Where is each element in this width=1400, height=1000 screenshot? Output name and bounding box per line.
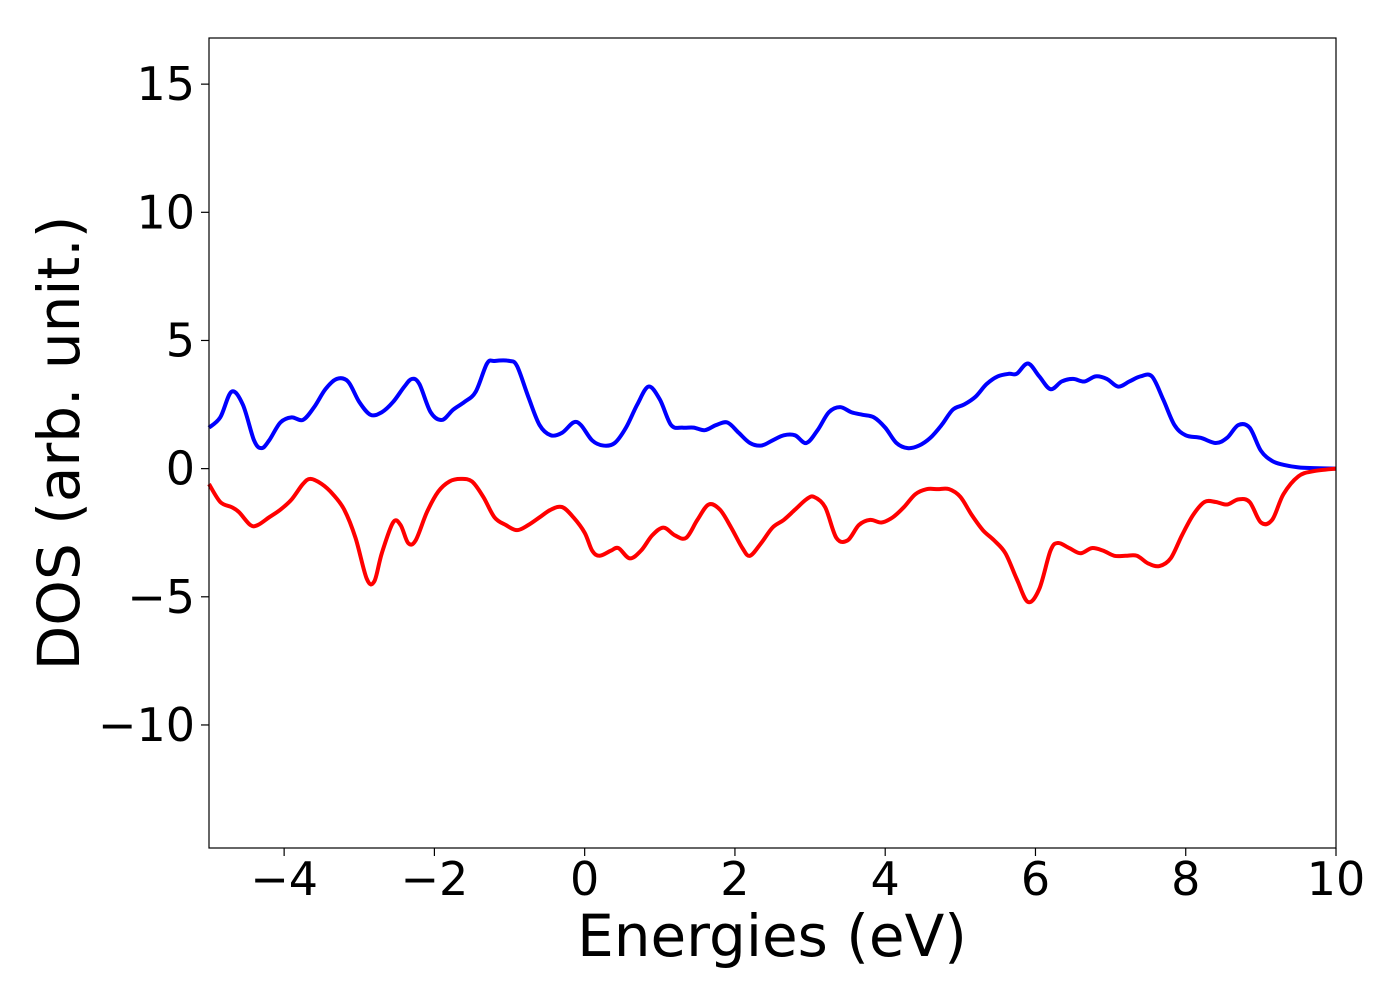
x-tick-label: −2 <box>400 852 468 906</box>
y-tick-label: 5 <box>166 313 195 367</box>
series-layer <box>207 358 1337 605</box>
plot-frame <box>208 37 1337 849</box>
x-tick-label: 4 <box>871 852 900 906</box>
y-tick-label: 10 <box>136 185 195 239</box>
y-tick-label: −5 <box>127 570 195 624</box>
y-axis: −10 −5 0 5 10 15 <box>98 57 209 752</box>
x-tick-label: 8 <box>1171 852 1200 906</box>
x-tick-label: 0 <box>570 852 599 906</box>
y-tick-label: 15 <box>136 57 195 111</box>
x-tick-label: 2 <box>720 852 749 906</box>
x-tick-label: −4 <box>250 852 318 906</box>
x-axis-label: Energies (eV) <box>577 902 967 970</box>
x-tick-label: 6 <box>1021 852 1050 906</box>
y-tick-label: −10 <box>98 698 195 752</box>
y-tick-label: 0 <box>166 442 195 496</box>
series-line-1 <box>207 358 1337 471</box>
x-tick-label: 10 <box>1307 852 1366 906</box>
series-line-2 <box>207 466 1337 605</box>
x-axis: −4 −2 0 2 4 6 8 10 <box>250 848 1365 906</box>
y-axis-label: DOS (arb. unit.) <box>25 216 93 671</box>
